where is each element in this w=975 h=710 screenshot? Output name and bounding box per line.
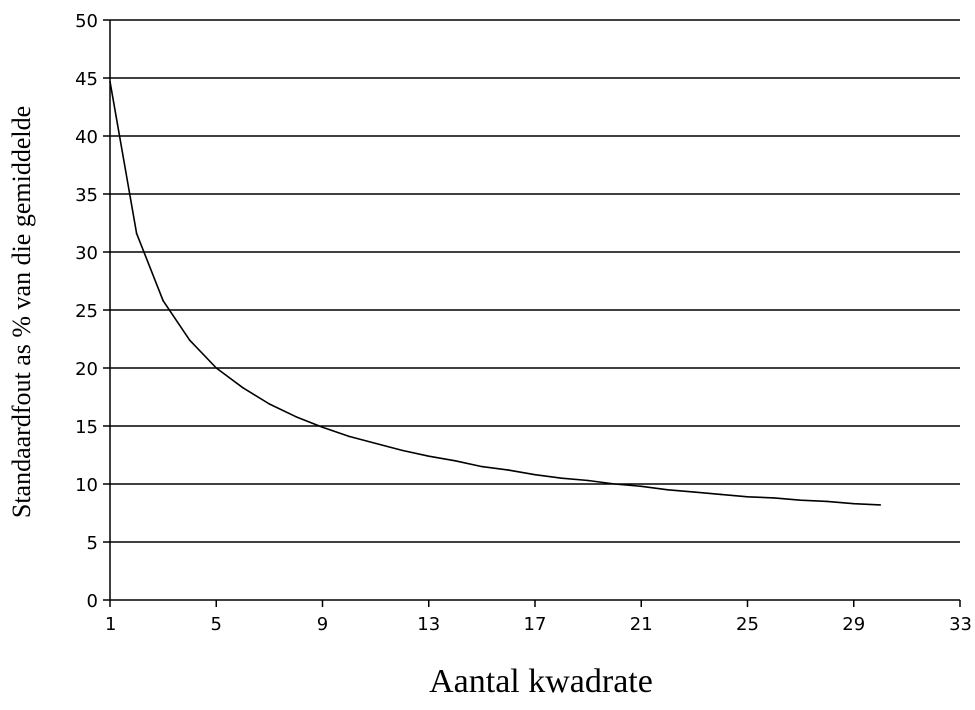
- x-tick-label: 5: [211, 614, 222, 635]
- y-tick-label: 50: [75, 11, 98, 32]
- y-tick-label: 15: [75, 417, 98, 438]
- data-point: [826, 500, 828, 503]
- data-point: [667, 489, 669, 491]
- x-tick-label: 17: [524, 614, 547, 635]
- series-layer: [109, 80, 882, 506]
- y-tick-label: 45: [75, 69, 98, 90]
- y-axis-label: Standaardfout as % van die gemiddelde: [7, 106, 36, 518]
- data-point: [188, 339, 191, 341]
- data-point: [162, 299, 164, 302]
- data-point: [215, 367, 218, 369]
- data-point: [773, 497, 775, 499]
- x-tick-label: 13: [417, 614, 440, 635]
- data-point: [799, 499, 802, 502]
- data-point: [348, 435, 350, 438]
- data-point: [427, 455, 430, 457]
- y-tick-label: 0: [87, 591, 98, 612]
- data-point: [613, 483, 616, 485]
- data-point: [879, 504, 882, 506]
- data-point: [454, 460, 457, 462]
- y-tick-label: 10: [75, 475, 98, 496]
- data-point: [295, 415, 297, 418]
- x-tick-label: 25: [736, 614, 759, 635]
- y-tick-label: 20: [75, 359, 98, 380]
- data-point: [640, 485, 643, 488]
- y-tick-labels: 0 5 10 15 20 25 30 35 40 45 50: [75, 11, 98, 612]
- x-tick-label: 29: [842, 614, 865, 635]
- data-point: [746, 495, 749, 498]
- x-tick-label: 21: [630, 614, 653, 635]
- data-point: [852, 502, 855, 505]
- x-axis-label: Aantal kwadrate: [429, 663, 653, 700]
- data-point: [507, 469, 510, 471]
- y-tick-label: 40: [75, 127, 98, 148]
- data-point: [560, 477, 563, 480]
- data-point: [720, 493, 722, 496]
- y-tick-label: 5: [87, 533, 98, 554]
- x-tick-labels: 1 5 9 13 17 21 25 29 33: [105, 614, 972, 635]
- series-line-0: [109, 81, 881, 506]
- data-point: [374, 442, 377, 445]
- data-point: [109, 80, 111, 83]
- y-tick-label: 25: [75, 301, 98, 322]
- x-tick-label: 1: [105, 614, 116, 635]
- data-point: [587, 479, 589, 482]
- x-tick-label: 33: [949, 614, 972, 635]
- axes: [103, 19, 961, 607]
- data-point: [693, 491, 696, 493]
- y-tick-label: 30: [75, 243, 98, 264]
- data-point: [321, 426, 324, 428]
- data-point: [135, 232, 138, 235]
- data-point: [268, 403, 271, 405]
- data-point: [401, 449, 403, 452]
- x-tick-label: 9: [317, 614, 328, 635]
- data-point: [242, 386, 244, 389]
- data-point: [534, 473, 536, 476]
- gridlines: [110, 19, 960, 543]
- data-point: [481, 465, 483, 468]
- y-tick-label: 35: [75, 185, 98, 206]
